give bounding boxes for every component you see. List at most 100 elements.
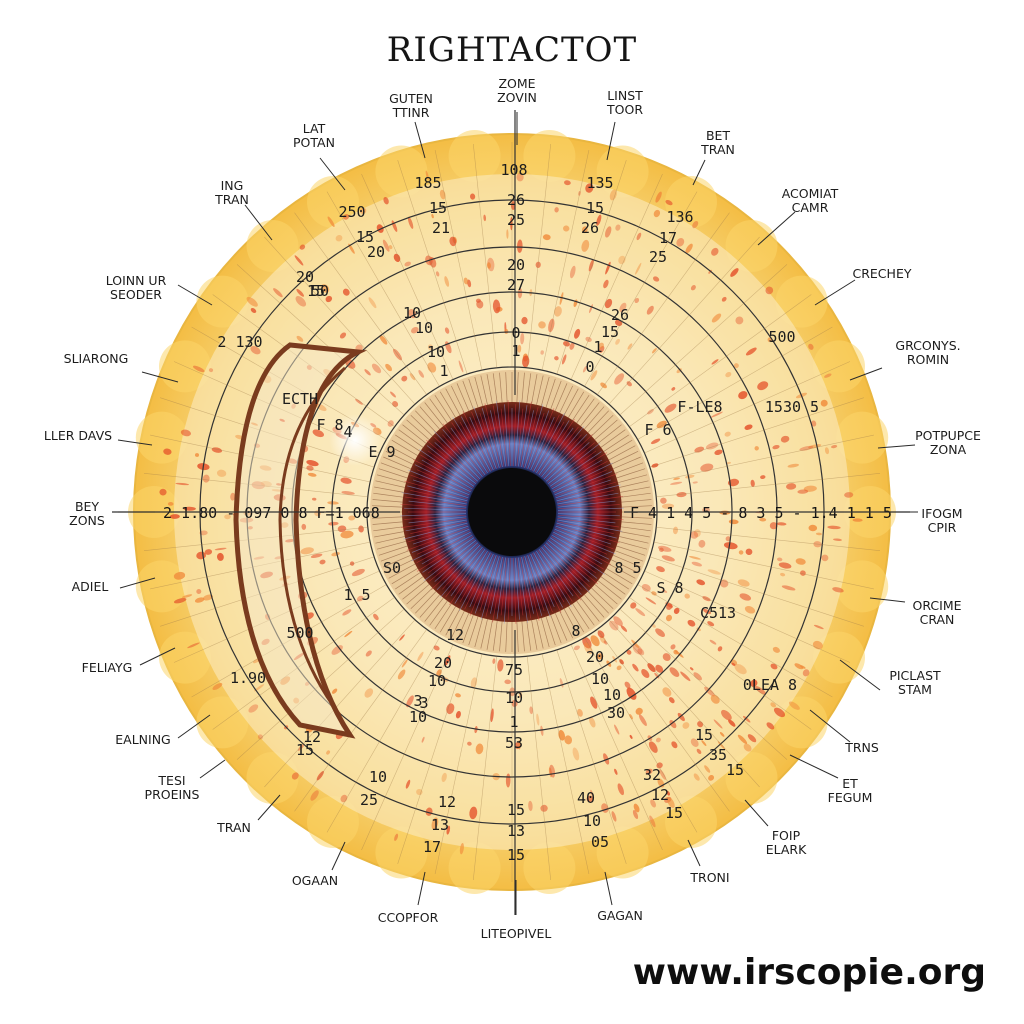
speckle: [627, 343, 633, 350]
speckle: [401, 375, 408, 382]
speckle: [778, 562, 792, 569]
zone-label-line: POTAN: [293, 135, 335, 150]
iris-halo-fiber: [531, 620, 538, 650]
speckle: [175, 482, 189, 486]
speckle: [671, 387, 676, 391]
ring-number: 10: [427, 343, 445, 361]
speckle: [183, 506, 196, 511]
iris-fiber: [538, 427, 574, 476]
speckle: [427, 362, 437, 373]
speckle: [331, 645, 343, 655]
zone-label-line: CCOPFOR: [378, 910, 439, 925]
speckle: [777, 557, 783, 562]
zone-label: ACOMIAT CAMR: [782, 186, 839, 215]
iris-halo-fiber: [587, 410, 609, 433]
iris-halo-fiber: [480, 619, 488, 649]
iris-halo-fiber: [380, 550, 410, 562]
speckle: [326, 750, 331, 755]
spoke: [397, 649, 468, 864]
speckle: [211, 447, 223, 453]
speckle: [609, 189, 617, 201]
ring-number: 20: [296, 268, 314, 286]
iris-fiber: [410, 474, 469, 497]
speckle: [705, 442, 719, 450]
iris-halo-fiber: [372, 516, 403, 519]
iris-halo-fiber: [526, 620, 532, 651]
iris-fiber: [408, 524, 468, 543]
iris-fiber: [416, 536, 474, 572]
speckle: [744, 424, 753, 430]
iris-fiber: [557, 504, 620, 510]
iris-fiber: [522, 556, 540, 621]
petal: [196, 275, 249, 328]
iris-fiber: [450, 548, 486, 597]
speckle: [312, 429, 324, 438]
speckle: [690, 285, 696, 291]
leader-line: [319, 157, 346, 191]
iris-fiber: [422, 537, 475, 573]
ring-number: 15: [601, 323, 619, 341]
speckle: [435, 271, 440, 277]
speckle: [589, 304, 593, 314]
speckle: [364, 369, 371, 376]
iris-fiber: [414, 464, 471, 493]
ring-number: ECTH: [282, 390, 318, 408]
speckle: [653, 209, 661, 218]
zone-label: TRNS: [844, 740, 879, 755]
spoke: [649, 397, 864, 468]
speckle: [754, 446, 759, 451]
iris-fiber: [503, 557, 510, 624]
speckle: [611, 811, 617, 822]
spoke: [473, 656, 498, 881]
iris-fiber: [406, 527, 469, 551]
speckle: [787, 463, 800, 468]
speckle: [356, 595, 364, 602]
petal: [725, 220, 778, 272]
iris-fiber: [420, 454, 474, 488]
iris-fiber: [421, 459, 473, 490]
speckle: [487, 262, 491, 269]
left-arc-inner: [278, 366, 346, 716]
speckle: [750, 479, 755, 487]
ring-number: 8 5: [614, 559, 641, 577]
speckle: [490, 708, 494, 723]
iris-halo-fiber: [540, 376, 550, 407]
iris-fiber: [410, 490, 468, 503]
iris-halo-fiber: [521, 372, 525, 403]
petal: [135, 411, 188, 464]
zone-label-line: LINST: [607, 88, 643, 103]
iris-halo-fiber: [456, 612, 470, 641]
speckle: [520, 332, 525, 345]
ring-number: 1: [439, 362, 448, 380]
zone-label-line: BET: [706, 128, 730, 143]
speckle: [728, 719, 736, 727]
speckle: [666, 603, 673, 610]
speckle: [666, 790, 671, 796]
iris-halo-fiber: [572, 395, 590, 421]
speckle: [673, 607, 680, 614]
label-leader-lines: [117, 112, 918, 915]
iris-halo-fiber: [395, 572, 421, 590]
speckle: [808, 524, 818, 532]
speckle: [711, 313, 722, 323]
speckle: [411, 327, 419, 334]
speckle: [455, 693, 461, 698]
iris-halo-fiber: [620, 492, 651, 498]
ring-number: 35: [709, 746, 727, 764]
zone-label-line: OGAAN: [292, 873, 338, 888]
iris-halo-fiber: [516, 621, 519, 652]
iris-fiber: [416, 533, 472, 564]
ring-number: 05: [591, 833, 609, 851]
speckle: [615, 224, 621, 231]
speckle: [517, 344, 522, 353]
iris-fiber: [525, 555, 545, 612]
petal: [836, 411, 889, 464]
ring-number: 10: [583, 812, 601, 830]
zone-label-line: ELARK: [766, 842, 807, 857]
speckle: [581, 239, 590, 252]
speckle: [710, 694, 720, 704]
iris-fiber: [408, 469, 470, 496]
speckle: [747, 734, 757, 743]
leader-line: [117, 439, 153, 446]
leader-line: [869, 597, 906, 603]
